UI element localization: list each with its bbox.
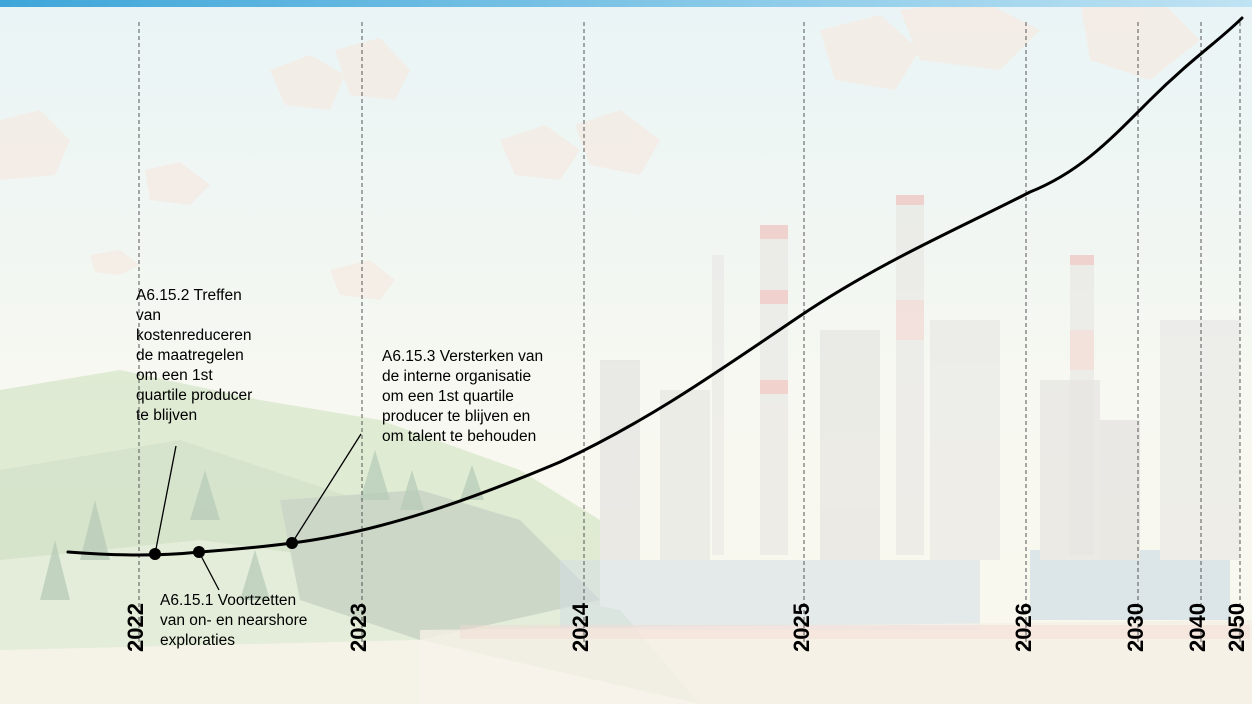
milestone-dots (149, 537, 298, 560)
growth-curve (66, 16, 1244, 557)
callout-leader-line (154, 445, 177, 555)
milestone-label-a6-15-1: A6.15.1 Voortzetten van on- en nearshore… (160, 592, 308, 649)
callout-leader-line (291, 433, 362, 544)
year-label: 2023 (346, 603, 371, 652)
milestone-label-a6-15-2: A6.15.2 Treffen van kostenreduceren de m… (136, 287, 253, 424)
year-label: 2026 (1011, 603, 1036, 652)
milestone-dot (193, 546, 205, 558)
top-accent-bar (0, 0, 1252, 7)
year-label: 2022 (123, 603, 148, 652)
year-gridlines (138, 22, 1241, 652)
milestone-label-a6-15-3: A6.15.3 Versterken van de interne organi… (382, 348, 544, 445)
milestone-dot (149, 548, 161, 560)
year-label: 2024 (568, 603, 593, 652)
callout-leaders (154, 433, 362, 591)
year-label: 2040 (1185, 603, 1210, 652)
callout-leader-line (198, 551, 220, 591)
year-label: 2025 (789, 603, 814, 652)
year-label: 2050 (1224, 603, 1249, 652)
milestone-dot (286, 537, 298, 549)
year-label: 2030 (1123, 603, 1148, 652)
